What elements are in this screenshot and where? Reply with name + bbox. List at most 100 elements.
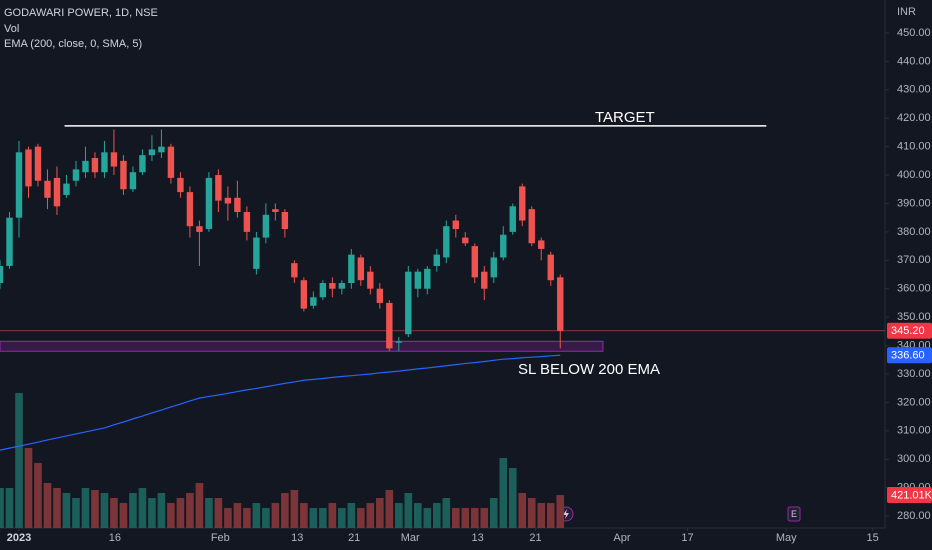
- x-tick-label: Apr: [613, 532, 630, 544]
- candle-body: [110, 152, 118, 167]
- candle-body: [44, 180, 51, 198]
- volume-bar: [195, 482, 204, 528]
- candle-body: [300, 280, 308, 309]
- volume-bar: [5, 487, 14, 528]
- volume-bar: [34, 462, 42, 528]
- y-tick-label: 300.00: [897, 453, 931, 465]
- volume-bar: [243, 508, 251, 528]
- candle-body: [490, 257, 497, 278]
- x-tick-label: 2023: [7, 532, 31, 544]
- candle-body: [538, 240, 545, 249]
- volume-bar: [395, 503, 403, 528]
- candle-body: [386, 302, 393, 349]
- volume-bar: [214, 497, 223, 528]
- volume-bar: [300, 503, 308, 528]
- candle-body: [158, 146, 165, 153]
- candle-body: [101, 152, 108, 173]
- volume-bar: [376, 497, 384, 528]
- candle-body: [148, 149, 156, 156]
- y-tick-label: 400.00: [897, 169, 931, 181]
- volume-bar: [338, 508, 346, 528]
- volume-bar: [15, 392, 23, 528]
- candle-body: [234, 197, 241, 212]
- volume-bar: [414, 503, 422, 528]
- last-price-label-bg: [887, 322, 932, 339]
- volume-bar: [290, 490, 299, 528]
- candle-body: [262, 214, 270, 238]
- candle-body: [462, 237, 469, 244]
- volume-bar: [205, 497, 213, 528]
- candle-body: [519, 186, 526, 221]
- y-tick-label: 280.00: [897, 510, 931, 522]
- candle-body: [357, 257, 365, 281]
- candle-body: [367, 271, 374, 289]
- volume-bar: [24, 447, 33, 528]
- candle-body: [424, 268, 431, 289]
- candle-body: [215, 175, 222, 201]
- candle-body: [177, 177, 184, 193]
- candle-body: [82, 160, 89, 173]
- volume-bar: [527, 497, 536, 528]
- y-tick-label: 350.00: [897, 311, 931, 323]
- candle-body: [129, 172, 137, 190]
- candle-body: [0, 265, 4, 284]
- candle-body: [395, 341, 403, 343]
- candle-body: [319, 283, 327, 298]
- volume-bar: [499, 457, 508, 528]
- candle-body: [433, 254, 441, 266]
- volume-bar: [43, 482, 52, 528]
- volume-bar: [224, 508, 232, 528]
- candle-body: [139, 155, 146, 173]
- candle-body: [15, 152, 23, 218]
- earnings-icon[interactable]: [787, 506, 801, 522]
- indicator-label: EMA (200, close, 0, SMA, 5): [4, 38, 142, 50]
- candle-body: [25, 149, 32, 187]
- candle-body: [338, 283, 346, 289]
- volume-bar: [186, 492, 194, 528]
- candle-body: [481, 271, 488, 289]
- candle-body: [120, 160, 127, 190]
- volume-bar: [252, 503, 261, 528]
- candle-body: [72, 169, 80, 181]
- volume-bar: [518, 492, 527, 528]
- candle-body: [91, 158, 99, 173]
- volume-last-label-bg: [887, 487, 932, 504]
- candle-body: [196, 226, 203, 232]
- volume-bar: [423, 508, 432, 528]
- x-tick-label: Mar: [401, 532, 420, 544]
- x-tick-label: 17: [681, 532, 693, 544]
- candle-body: [547, 254, 554, 281]
- volume-bar: [366, 503, 375, 528]
- volume-bar: [404, 492, 413, 528]
- x-tick-label: 21: [348, 532, 360, 544]
- ema-last-label: 336.60: [891, 350, 925, 362]
- y-tick-label: 390.00: [897, 197, 931, 209]
- candle-body: [557, 277, 564, 331]
- y-tick-label: 360.00: [897, 283, 931, 295]
- y-tick-label: 440.00: [897, 55, 931, 67]
- volume-bar: [271, 503, 280, 528]
- volume-bar: [233, 503, 242, 528]
- candle-body: [167, 146, 175, 178]
- volume-bar: [489, 497, 498, 528]
- candle-body: [528, 209, 535, 244]
- volume-bar: [347, 503, 356, 528]
- candle-body: [243, 211, 251, 232]
- volume-bar: [262, 508, 270, 528]
- indicator-label: Vol: [4, 23, 19, 35]
- candle-body: [414, 271, 422, 289]
- sl-zone: [0, 340, 604, 352]
- candle-body: [34, 146, 42, 181]
- volume-bar: [451, 508, 460, 528]
- volume-bar: [91, 490, 99, 528]
- sl-label: SL BELOW 200 EMA: [518, 361, 660, 378]
- volume-bar: [129, 492, 137, 528]
- last-price-label: 345.20: [891, 325, 925, 337]
- volume-bar: [167, 503, 175, 528]
- volume-bar: [100, 492, 109, 528]
- target-label: TARGET: [595, 109, 655, 126]
- ema-line: [0, 354, 561, 451]
- volume-bar: [461, 508, 470, 528]
